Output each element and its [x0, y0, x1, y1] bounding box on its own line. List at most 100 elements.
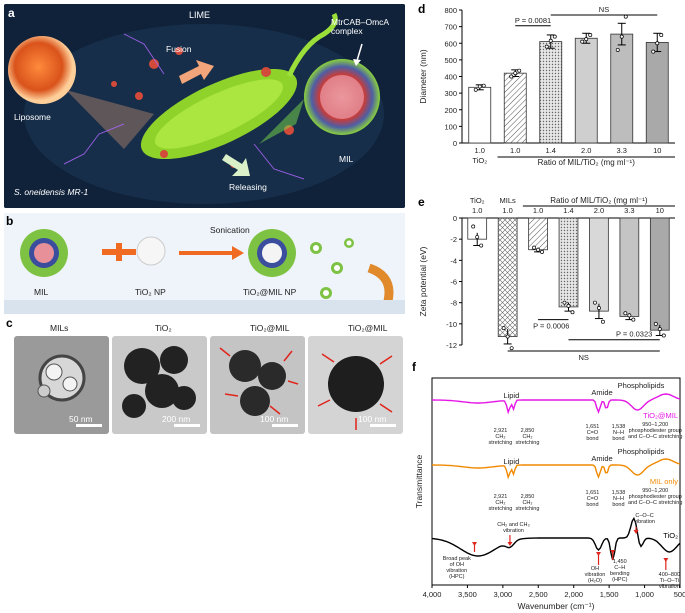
x-tick-label: 2.0: [581, 146, 591, 155]
data-point: [509, 346, 514, 351]
p2-label: P = 0.0323: [616, 330, 652, 339]
data-point: [479, 243, 484, 248]
bar: [589, 217, 609, 312]
y-axis-title: Diameter (nm): [418, 49, 428, 103]
data-point: [536, 247, 541, 252]
annot-mid-1: 2,921 CH₂ stretching: [489, 494, 513, 512]
panel-e-label: e: [418, 195, 425, 209]
annot-top-5: 950–1,200 phosphodiester group and C–O–C s…: [628, 422, 682, 440]
liposome-shape: [8, 36, 76, 104]
annot-bot-3: OH vibration (H₂O): [585, 566, 606, 584]
data-point: [475, 235, 480, 240]
bacterium-shape: [140, 12, 338, 160]
data-point: [566, 303, 571, 308]
mil-label-b: MIL: [34, 287, 49, 297]
phospholipids-label-top: Phospholipids: [618, 381, 665, 390]
y-tick-label: -10: [446, 320, 457, 329]
x-tick-label: 3.3: [617, 146, 627, 155]
scale-bar-3: 100 nm: [260, 414, 289, 424]
bar: [610, 33, 634, 144]
zeta-chart: 0 -2 -4 -6 -8 -10 -12 Zeta potential (eV) 1.0 1.0…: [418, 196, 675, 362]
x-tick-label: 10: [653, 146, 661, 155]
x-tick-label: 2,500: [529, 590, 548, 599]
tem-title-2: TiO₂: [155, 323, 172, 333]
tem-image-tio2-mil-1: 100 nm: [210, 336, 305, 434]
amide-label-top: Amide: [591, 388, 612, 397]
data-point: [615, 47, 620, 52]
x-axis-title: Ratio of MIL/TiO₂ (mg ml⁻¹): [538, 158, 636, 167]
x-tick-label: 10: [656, 206, 664, 215]
bar: [497, 217, 518, 337]
x-tick-label: 2.0: [594, 206, 604, 215]
releasing-arrow: [222, 154, 250, 176]
data-point: [627, 313, 632, 318]
y-tick-label: 0: [453, 139, 457, 148]
x-tick-label: 1.0: [472, 206, 482, 215]
panel-f-label: f: [412, 360, 416, 374]
tem-image-tio2-mil-2: 100 nm: [308, 336, 403, 434]
releasing-label: Releasing: [229, 182, 267, 192]
y-tick-label: -8: [450, 299, 457, 308]
x-tick-label: 3.3: [624, 206, 634, 215]
x-tick-label: 1.0: [510, 146, 520, 155]
liposome-label: Liposome: [14, 112, 51, 122]
y-tick-label: -2: [450, 235, 457, 244]
data-point: [619, 34, 624, 39]
data-point: [655, 41, 660, 46]
x-tick-label: 1,000: [635, 590, 654, 599]
plot-frame: [431, 377, 681, 586]
complex-label: MtrCAB–OmcA complex: [331, 17, 390, 36]
panel-c-label: c: [6, 316, 13, 330]
data-point: [580, 39, 585, 44]
x-tick-label: 1.0: [502, 206, 512, 215]
y-tick-label: 0: [453, 214, 457, 223]
bar: [649, 217, 670, 331]
x-tick-label: 1.0: [533, 206, 543, 215]
data-point: [596, 306, 601, 310]
x-tick-label: 1.0: [475, 146, 485, 155]
series-label-mil-only: MIL only: [650, 477, 678, 486]
series-label-tio2: TiO₂: [663, 531, 678, 540]
data-point: [532, 245, 537, 250]
panel-b-bottom-strip: [4, 300, 405, 314]
arrow-ch-bend-head: [610, 550, 616, 554]
y-tick-label: 200: [444, 106, 457, 115]
annot-top-2: 2,850 CH₂ stretching: [516, 428, 540, 446]
col-label-tio2: TiO₂: [470, 196, 485, 205]
annot-top-3: 1,651 C=O bond: [586, 424, 600, 442]
sonication-label: Sonication: [210, 225, 250, 235]
x-tick-label: 1,500: [600, 590, 619, 599]
tem-image-mils: 50 nm: [14, 336, 109, 434]
p1-label: P = 0.0006: [533, 322, 569, 331]
y-tick-label: 300: [444, 89, 457, 98]
x-axis-title: Wavenumber (cm⁻¹): [518, 601, 595, 611]
x-tick-label: 1.4: [546, 146, 556, 155]
x-group-label: TiO₂: [472, 156, 487, 165]
x-tick-label: 3,000: [493, 590, 512, 599]
data-point: [651, 49, 656, 54]
y-tick-label: 400: [444, 73, 457, 82]
y-axis-title: Zeta potential (eV): [418, 246, 428, 316]
arrow-tio-head: [663, 558, 669, 562]
annot-mid-3: 1,651 C=O bond: [586, 490, 600, 508]
fusion-label: Fusion: [166, 44, 192, 54]
p-value-label: P = 0.0081: [515, 16, 551, 25]
data-point: [584, 37, 589, 42]
data-point: [653, 321, 658, 326]
tem-image-tio2: 200 nm: [112, 336, 207, 434]
tio2-mil-np-label: TiO₂@MIL NP: [243, 287, 297, 297]
y-tick-label: 800: [444, 6, 457, 15]
x-tick-label: 3,500: [458, 590, 477, 599]
data-point: [501, 326, 506, 331]
panel-a-label: a: [8, 6, 15, 20]
fusion-arrow: [179, 60, 214, 84]
tem-title-3: TiO₂@MIL: [250, 323, 290, 333]
bar: [528, 217, 548, 251]
annot-bot-4: 1,450 C–H bending (HPC): [610, 559, 630, 583]
bar: [558, 217, 579, 308]
data-point: [471, 224, 476, 229]
annot-bot-2: CH₂ and CH₃ vibration: [497, 522, 530, 534]
diameter-chart: 0 100 200 300 400 500 600 700 800 Diameter (nm) 1.…: [418, 5, 675, 167]
tio2-np: [136, 236, 166, 266]
annot-top-4: 1,538 N–H bond: [612, 424, 626, 442]
